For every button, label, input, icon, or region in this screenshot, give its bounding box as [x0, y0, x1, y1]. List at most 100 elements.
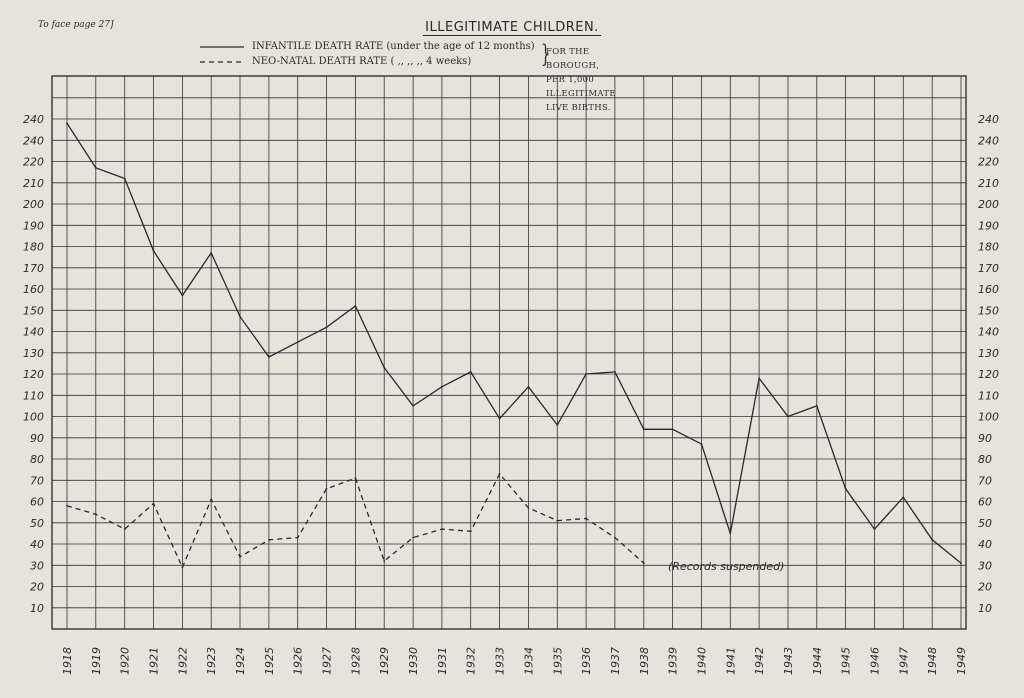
legend-solid-line-icon: [200, 46, 244, 48]
series-group: [66, 122, 962, 570]
x-tick-label: 1932: [465, 647, 478, 675]
y-tick-label-right: 210: [978, 177, 999, 190]
data-point-infantile: [123, 177, 126, 180]
y-tick-label-left: 70: [30, 474, 44, 487]
x-tick-label: 1933: [494, 647, 507, 675]
x-tick-label: 1921: [148, 647, 161, 675]
grid: [51, 75, 967, 630]
x-tick-label: 1941: [724, 647, 737, 675]
y-tick-label-left: 130: [23, 347, 44, 360]
x-tick-label: 1931: [436, 647, 449, 675]
data-point-infantile: [902, 496, 905, 499]
y-tick-label-right: 190: [978, 219, 999, 232]
series-line-infantile: [66, 122, 962, 564]
data-point-infantile: [498, 417, 501, 420]
data-point-neonatal: [383, 560, 386, 562]
data-point-infantile: [469, 371, 472, 373]
data-point-infantile: [210, 252, 213, 254]
y-axis-right: 10 20 30 40 50 60 70 80 90 100 110 120 130 140 150 160 1…: [978, 113, 999, 615]
data-point-infantile: [152, 249, 155, 252]
data-point-infantile: [815, 405, 818, 407]
y-tick-label-right: 180: [978, 241, 999, 254]
data-point-neonatal: [498, 473, 501, 475]
y-tick-label-left: 160: [23, 283, 44, 296]
data-point-neonatal: [585, 517, 587, 520]
x-tick-label: 1944: [811, 647, 824, 675]
x-tick-label: 1925: [263, 647, 276, 675]
y-tick-label-right: 120: [978, 368, 999, 381]
data-point-neonatal: [210, 498, 213, 501]
y-tick-label-left: 240: [23, 113, 44, 126]
x-tick-label: 1936: [580, 647, 593, 675]
legend-dashed-line-icon: [200, 61, 244, 63]
y-tick-label-right: 170: [978, 262, 999, 275]
data-point-infantile: [94, 167, 97, 169]
chart-title: ILLEGITIMATE CHILDREN.: [0, 20, 1024, 36]
y-tick-label-right: 200: [978, 198, 999, 211]
x-tick-label: 1930: [407, 647, 420, 675]
x-tick-label: 1929: [378, 647, 391, 675]
data-point-neonatal: [527, 507, 530, 509]
legend-label-neonatal: NEO-NATAL DEATH RATE ( ,, ,, ,, 4 weeks): [252, 56, 472, 67]
y-tick-label-right: 130: [978, 347, 999, 360]
y-tick-label-left: 220: [23, 156, 44, 169]
y-tick-label-left: 190: [23, 219, 44, 232]
x-tick-label: 1935: [551, 647, 564, 675]
x-tick-label: 1937: [609, 647, 622, 675]
data-point-neonatal: [66, 504, 68, 507]
x-tick-label: 1919: [90, 647, 103, 675]
x-tick-label: 1949: [955, 647, 968, 675]
data-point-infantile: [296, 341, 299, 343]
data-point-infantile: [181, 294, 184, 297]
x-tick-label: 1922: [176, 647, 189, 675]
data-point-infantile: [354, 305, 357, 307]
y-tick-label-right: 110: [978, 389, 999, 402]
data-point-infantile: [383, 366, 386, 369]
data-point-neonatal: [325, 487, 328, 490]
data-point-infantile: [556, 424, 559, 426]
y-tick-label-right: 20: [978, 581, 992, 594]
y-tick-label-right: 140: [978, 326, 999, 339]
data-point-infantile: [642, 428, 645, 431]
data-point-infantile: [844, 487, 847, 490]
data-point-neonatal: [556, 519, 559, 522]
y-tick-label-left: 30: [30, 559, 44, 572]
data-point-infantile: [585, 373, 587, 375]
data-point-neonatal: [354, 477, 357, 479]
y-tick-label-right: 90: [978, 432, 992, 445]
x-tick-label: 1945: [840, 647, 853, 675]
data-point-infantile: [268, 356, 270, 358]
y-tick-label-right: 240: [978, 113, 999, 126]
data-point-neonatal: [94, 513, 97, 516]
y-tick-label-right: 10: [978, 602, 992, 615]
y-tick-label-left: 90: [30, 432, 44, 445]
data-point-infantile: [758, 377, 760, 380]
x-tick-label: 1947: [897, 647, 910, 675]
y-tick-label-left: 100: [23, 411, 44, 424]
y-tick-label-right: 220: [978, 156, 999, 169]
data-point-neonatal: [123, 528, 126, 530]
y-tick-label-left: 180: [23, 241, 44, 254]
y-tick-label-left: 170: [23, 262, 44, 275]
data-point-neonatal: [296, 536, 299, 539]
records-suspended-note: (Records suspended): [668, 560, 784, 573]
data-point-infantile: [960, 562, 962, 564]
y-tick-label-left: 240: [23, 134, 44, 147]
y-tick-label-right: 240: [978, 134, 999, 147]
y-tick-label-right: 60: [978, 496, 992, 509]
y-tick-label-left: 10: [30, 602, 44, 615]
y-tick-label-left: 200: [23, 198, 44, 211]
x-tick-label: 1938: [638, 647, 651, 675]
data-point-neonatal: [239, 555, 241, 558]
data-point-neonatal: [181, 566, 184, 569]
x-tick-label: 1924: [234, 647, 247, 675]
x-tick-label: 1939: [667, 647, 680, 675]
legend-qualifier: FOR THE BOROUGH, PER 1,000 ILLEGITIMATE …: [546, 47, 616, 113]
y-tick-label-left: 110: [23, 389, 44, 402]
y-tick-label-right: 160: [978, 283, 999, 296]
x-tick-label: 1943: [782, 647, 795, 675]
data-point-infantile: [527, 385, 530, 388]
x-axis: 1918 1919 1920 1921 1922 1923 1924 1925 1926 1927…: [61, 647, 968, 675]
data-point-infantile: [787, 415, 789, 418]
